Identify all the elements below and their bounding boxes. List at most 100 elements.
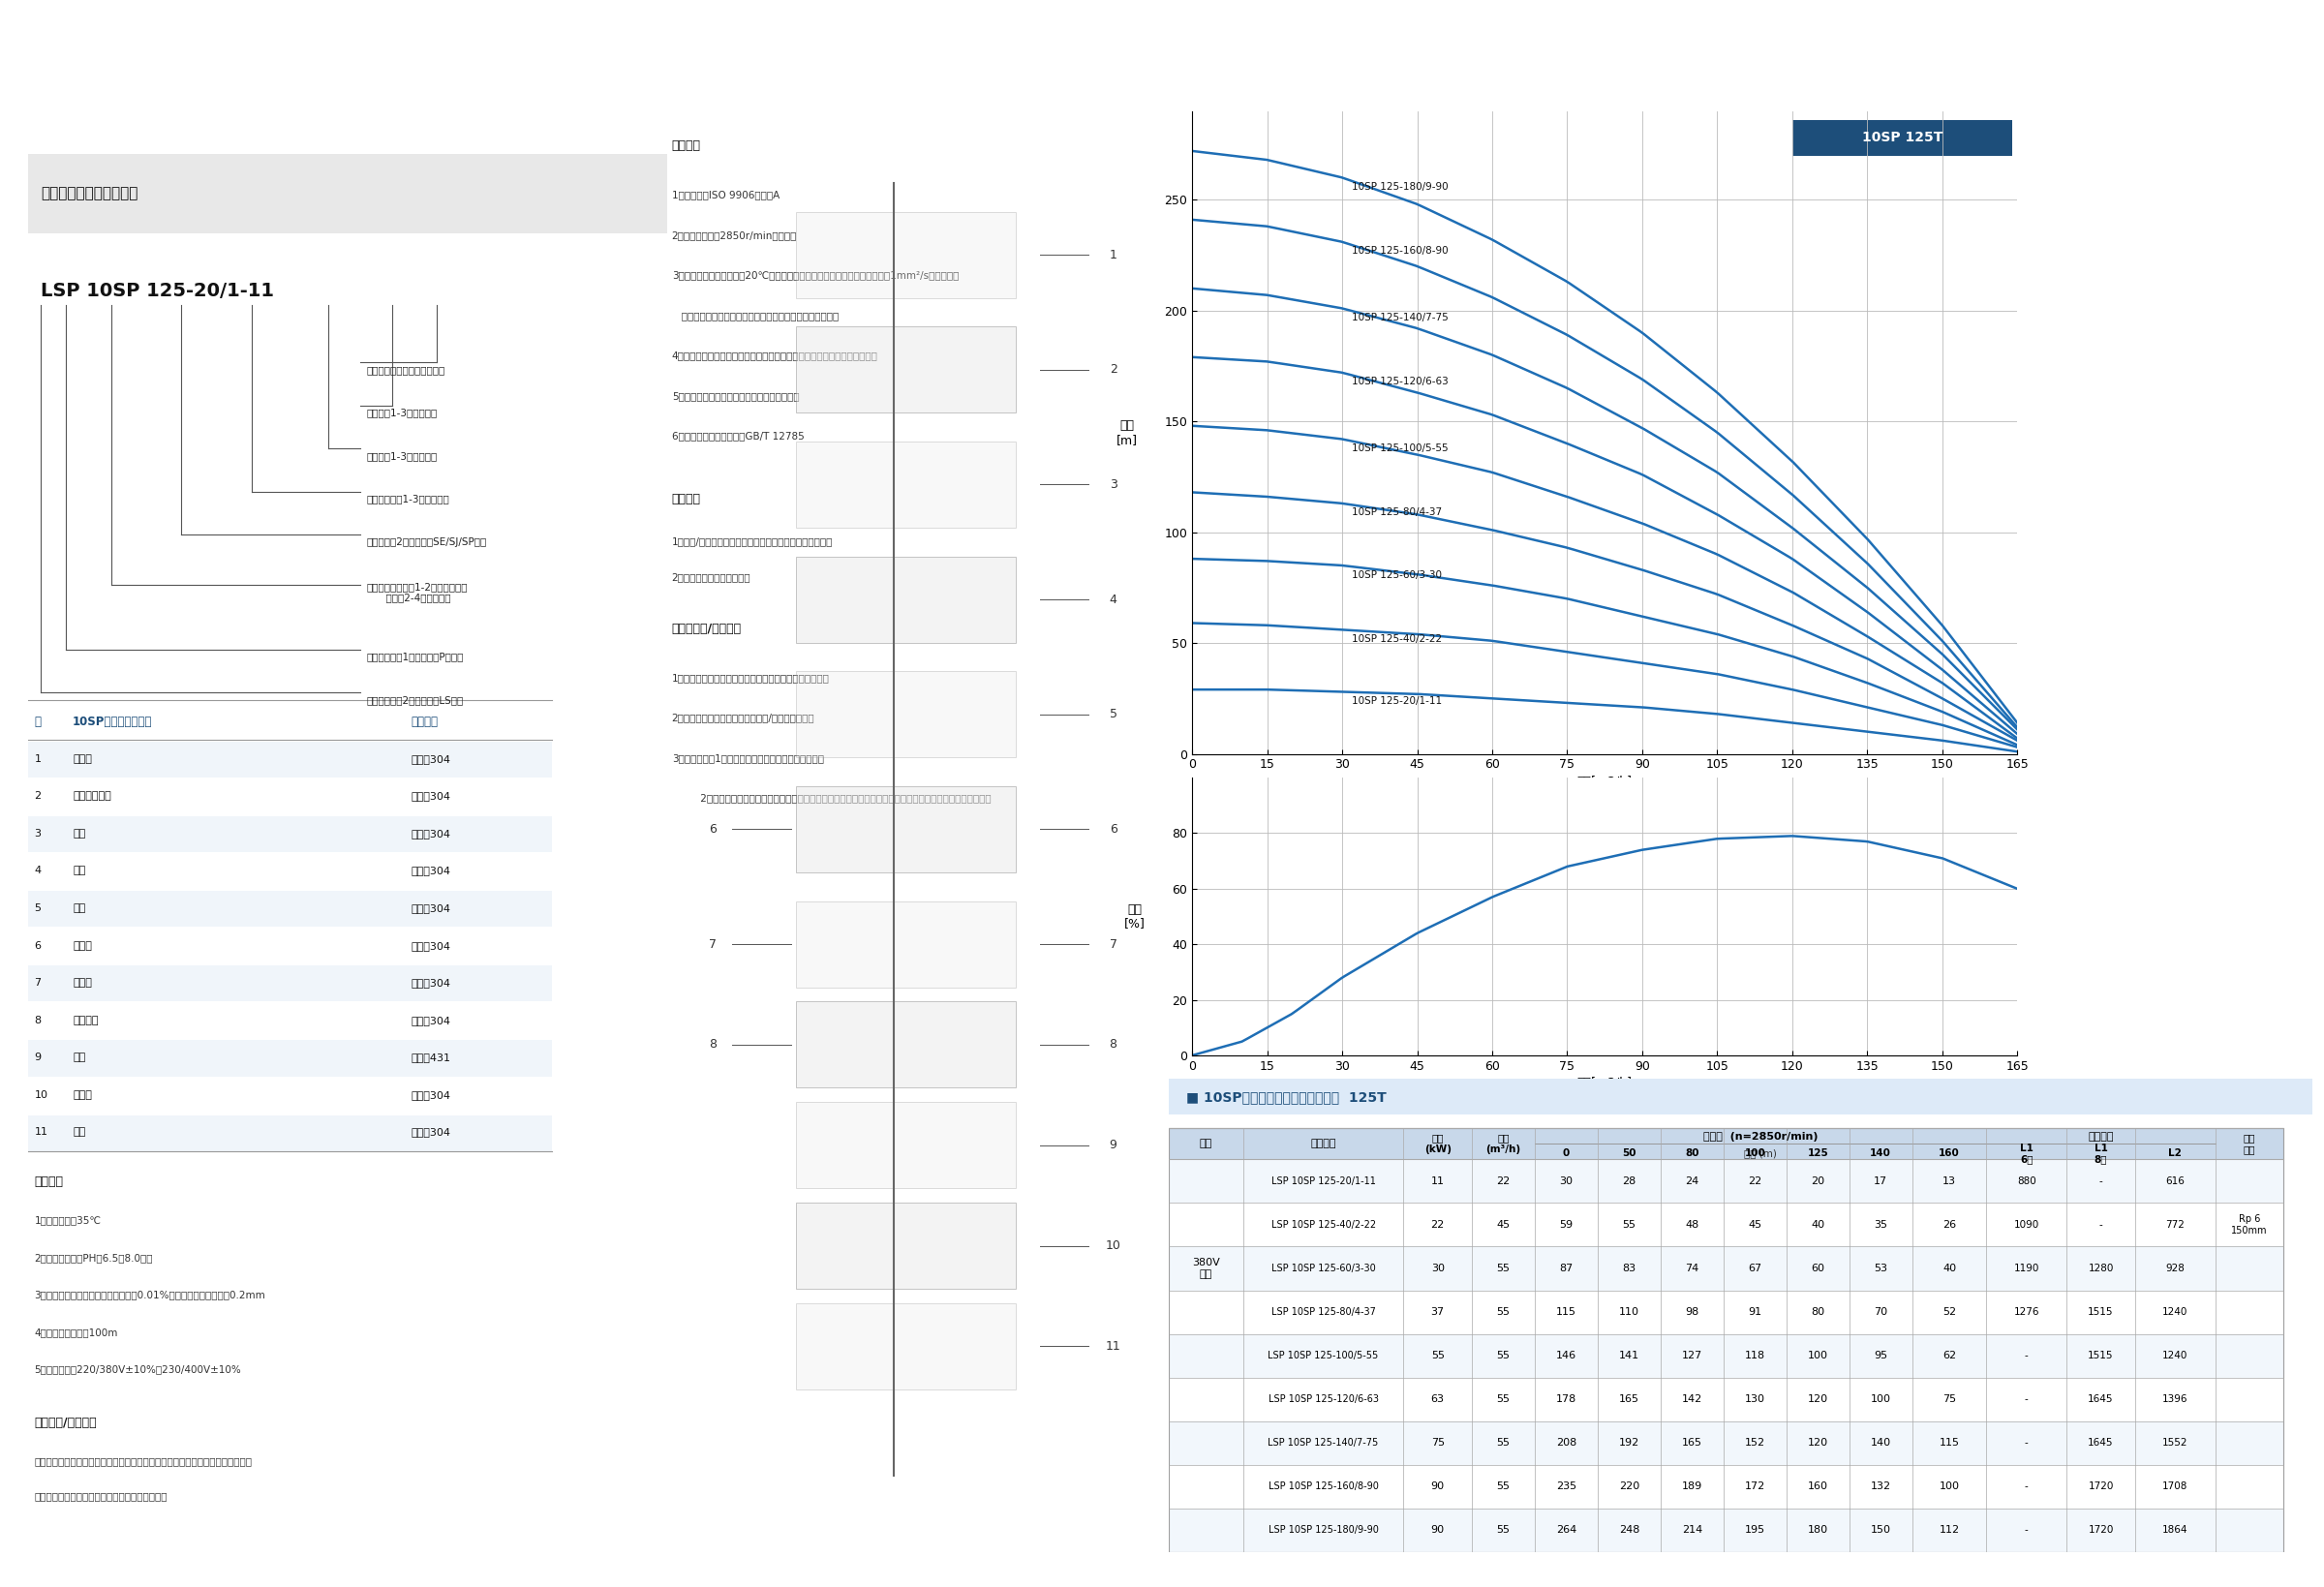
Text: 11: 11 [1432, 1176, 1446, 1185]
Text: 10SP 125-40/2-22: 10SP 125-40/2-22 [1353, 635, 1443, 644]
Bar [795, 1203, 1016, 1289]
Text: 流量等级：生1-3位数字表示: 流量等级：生1-3位数字表示 [367, 494, 449, 503]
Text: 1276: 1276 [2013, 1308, 2040, 1317]
Text: 4、最大入水深度为100m: 4、最大入水深度为100m [35, 1328, 119, 1338]
Bar [795, 211, 1016, 298]
Text: 115: 115 [1557, 1308, 1576, 1317]
Text: 导叶: 导叶 [72, 828, 86, 838]
Text: 38: 38 [2254, 1562, 2278, 1577]
Text: 178: 178 [1557, 1395, 1576, 1404]
Text: 6: 6 [1109, 824, 1118, 835]
Text: 5: 5 [1109, 708, 1118, 720]
Text: 55: 55 [1432, 1351, 1446, 1360]
Text: 120: 120 [1808, 1395, 1829, 1404]
Text: 1190: 1190 [2015, 1263, 2038, 1273]
Text: 2: 2 [1109, 363, 1118, 376]
Text: 30: 30 [1432, 1263, 1446, 1273]
Text: 2、水源的酸碱度PH为6.5～8.0之间: 2、水源的酸碱度PH为6.5～8.0之间 [35, 1252, 153, 1263]
Text: 22: 22 [1748, 1176, 1762, 1185]
Text: 98: 98 [1685, 1308, 1699, 1317]
Text: LSP 10SP 125-20/1-11: LSP 10SP 125-20/1-11 [42, 281, 274, 300]
Text: 24: 24 [1685, 1176, 1699, 1185]
Text: 配件材质: 配件材质 [411, 716, 439, 728]
Text: 140: 140 [1871, 1149, 1892, 1159]
Text: 62: 62 [1943, 1351, 1957, 1360]
Bar [28, 1116, 553, 1151]
Text: 1090: 1090 [2015, 1220, 2038, 1230]
Bar [28, 1041, 553, 1076]
Text: 87: 87 [1559, 1263, 1573, 1273]
Text: LSP 10SP 125-140/7-75: LSP 10SP 125-140/7-75 [1269, 1438, 1378, 1447]
Text: 扬程：生1-3位数字表示: 扬程：生1-3位数字表示 [367, 451, 437, 460]
Text: 1280: 1280 [2087, 1263, 2113, 1273]
Text: 90: 90 [1432, 1482, 1446, 1492]
Text: 级数：生1-3位数字表示: 级数：生1-3位数字表示 [367, 408, 437, 417]
Text: 1240: 1240 [2161, 1351, 2187, 1360]
Text: L1
6寸: L1 6寸 [2020, 1143, 2034, 1163]
Text: 出水段: 出水段 [72, 754, 93, 763]
Text: 副叶: 副叶 [72, 903, 86, 913]
Text: 172: 172 [1745, 1482, 1766, 1492]
Text: 55: 55 [1497, 1395, 1511, 1404]
Text: LISHΑBA®: LISHΑBA® [2117, 44, 2266, 70]
Bar [1169, 1378, 2284, 1422]
Text: 45: 45 [1497, 1220, 1511, 1230]
Text: 37: 37 [46, 1562, 70, 1577]
Text: 扬程 (m): 扬程 (m) [1745, 1149, 1778, 1159]
Text: LSP 10SP 125-80/4-37: LSP 10SP 125-80/4-37 [1271, 1308, 1376, 1317]
Text: 3: 3 [35, 828, 42, 838]
Text: -: - [2099, 1220, 2103, 1230]
Text: 110: 110 [1620, 1308, 1638, 1317]
Text: 130: 130 [1745, 1395, 1766, 1404]
Bar [1169, 1247, 2284, 1290]
Text: 3、水液中固体含量（重量比）不超过0.01%，最大颊粒直径不大于0.2mm: 3、水液中固体含量（重量比）不超过0.01%，最大颊粒直径不大于0.2mm [35, 1290, 265, 1300]
Text: 8: 8 [1109, 1038, 1118, 1051]
Text: 142: 142 [1683, 1395, 1703, 1404]
Text: 曲线条件: 曲线条件 [672, 140, 702, 152]
Text: -: - [2024, 1395, 2029, 1404]
Text: 22: 22 [1497, 1176, 1511, 1185]
Text: 1396: 1396 [2161, 1395, 2187, 1404]
Text: 30: 30 [1559, 1176, 1573, 1185]
Y-axis label: 效率
[%]: 效率 [%] [1125, 903, 1146, 930]
Text: 10SP 125T 10对不锈锂潜水泵: 10SP 125T 10对不锈锂潜水泵 [1448, 43, 1769, 71]
Text: 80: 80 [1810, 1308, 1824, 1317]
Text: 20: 20 [1810, 1176, 1824, 1185]
Text: 3: 3 [1109, 478, 1118, 490]
Text: 248: 248 [1620, 1525, 1638, 1535]
Text: LISHΑBA®: LISHΑBA® [58, 44, 207, 70]
Text: 2）厂配套专利导流罩，使深井泵适用于各种复杂的水文环境，并降低进温升，节约用电成本，延长使用寿命: 2）厂配套专利导流罩，使深井泵适用于各种复杂的水文环境，并降低进温升，节约用电成… [672, 794, 990, 803]
Text: 13: 13 [1943, 1176, 1957, 1185]
Text: 1645: 1645 [2087, 1438, 2115, 1447]
Text: 880: 880 [2017, 1176, 2036, 1185]
Bar [795, 786, 1016, 873]
Text: 不锈锂304: 不锈锂304 [411, 978, 451, 987]
Text: 1720: 1720 [2087, 1482, 2113, 1492]
Text: 35: 35 [1873, 1220, 1887, 1230]
Text: 165: 165 [1620, 1395, 1638, 1404]
Text: 80: 80 [1685, 1149, 1699, 1159]
Text: 1515: 1515 [2087, 1351, 2115, 1360]
Text: 140: 140 [1871, 1438, 1892, 1447]
Text: 5、电源：三相220/380V±10%，230/400V±10%: 5、电源：三相220/380V±10%，230/400V±10% [35, 1365, 242, 1374]
Text: 90: 90 [1432, 1525, 1446, 1535]
Bar [795, 441, 1016, 527]
Bar [795, 1303, 1016, 1389]
Text: LSP 10SP 125-20/1-11: LSP 10SP 125-20/1-11 [1271, 1176, 1376, 1185]
Bar [795, 1001, 1016, 1087]
Text: 150: 150 [1871, 1525, 1892, 1535]
Text: 928: 928 [2166, 1263, 2185, 1273]
Text: 机座号：不变径生1-2位数字组成，
      变径生2-4位数字组成: 机座号：不变径生1-2位数字组成， 变径生2-4位数字组成 [367, 582, 467, 603]
Text: 4、曲线代表在各泵使用的优先性能，推荐的使用性能范围，见相应的选型表: 4、曲线代表在各泵使用的优先性能，推荐的使用性能范围，见相应的选型表 [672, 351, 878, 360]
Text: 电泵尺寸: 电泵尺寸 [2087, 1132, 2115, 1141]
Text: 不锈锂304: 不锈锂304 [411, 1127, 451, 1138]
Text: ■ 10SP系列深井潜水电泵性能参数  125T: ■ 10SP系列深井潜水电泵性能参数 125T [1185, 1090, 1387, 1105]
Text: 10SP 125-160/8-90: 10SP 125-160/8-90 [1353, 246, 1448, 256]
Text: 152: 152 [1745, 1438, 1766, 1447]
Bar [1169, 1422, 2284, 1465]
Text: 83: 83 [1622, 1263, 1636, 1273]
Text: 11: 11 [1106, 1339, 1120, 1352]
Text: 10: 10 [35, 1090, 49, 1100]
Text: 10SP泵体常用零配件: 10SP泵体常用零配件 [72, 716, 153, 728]
Bar [795, 901, 1016, 987]
